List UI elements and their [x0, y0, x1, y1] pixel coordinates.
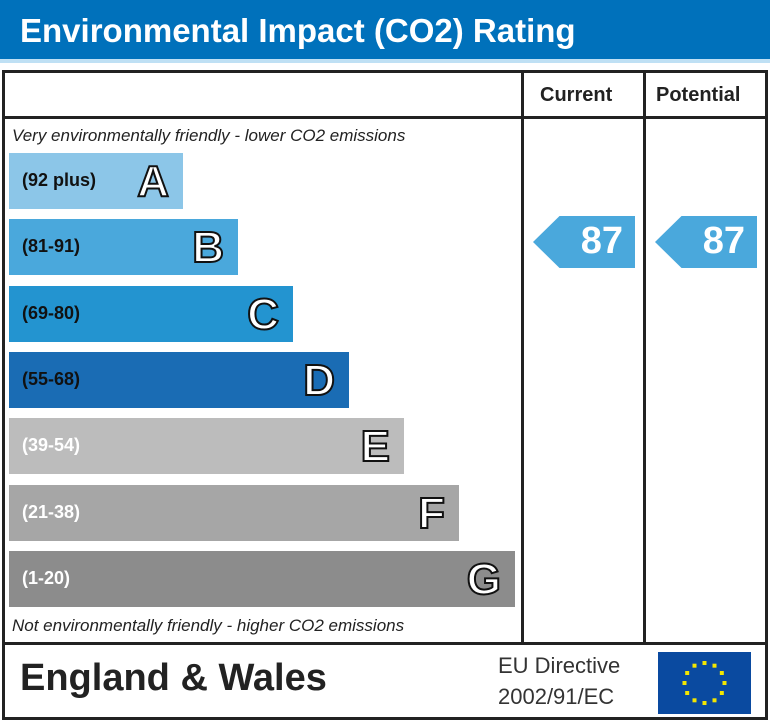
- star: [692, 698, 697, 703]
- band-range: (69-80): [22, 303, 81, 323]
- band-letter: E: [360, 421, 391, 472]
- column-current: Current: [540, 84, 613, 106]
- star: [719, 691, 724, 695]
- region: England & Wales: [20, 657, 327, 699]
- rating-table: [2, 70, 768, 720]
- band-G: (1-20) G: [9, 551, 515, 607]
- band-range: (55-68): [22, 369, 81, 389]
- band-letter: A: [136, 156, 170, 207]
- band-letter: C: [246, 289, 280, 340]
- band-range: (92 plus): [22, 170, 97, 190]
- title: Environmental Impact (CO2) Rating: [20, 12, 576, 49]
- star: [685, 671, 690, 675]
- band-F: (21-38) F: [9, 485, 459, 541]
- column-potential: Potential: [656, 84, 741, 106]
- band-A: (92 plus) A: [9, 153, 183, 209]
- divider: [521, 70, 524, 645]
- note-top: Very environmentally friendly - lower CO…: [12, 126, 406, 145]
- divider: [2, 642, 768, 645]
- directive: EU Directive: [498, 653, 621, 678]
- star: [712, 698, 717, 703]
- star: [719, 671, 724, 675]
- band-range: (21-38): [22, 502, 81, 522]
- current-rating-value: 87: [580, 220, 623, 262]
- band-letter: B: [191, 222, 225, 273]
- eu-flag-icon: [658, 652, 751, 714]
- header: Environmental Impact (CO2) Rating: [0, 0, 770, 63]
- star: [722, 681, 727, 685]
- band-B: (81-91) B: [9, 219, 238, 275]
- divider: [2, 116, 768, 119]
- star: [702, 661, 707, 665]
- band-C: (69-80) C: [9, 286, 293, 342]
- note-bottom: Not environmentally friendly - higher CO…: [12, 616, 405, 635]
- potential-rating-value: 87: [702, 220, 745, 262]
- star: [702, 701, 707, 705]
- star: [692, 663, 697, 668]
- potential-rating-arrow: 87: [655, 216, 757, 268]
- band-D: (55-68) D: [9, 352, 349, 408]
- band-range: (39-54): [22, 435, 81, 455]
- band-letter: D: [302, 355, 336, 406]
- band-letter: G: [466, 554, 502, 605]
- band-E: (39-54) E: [9, 418, 404, 474]
- band-range: (81-91): [22, 236, 81, 256]
- band-letter: F: [417, 488, 446, 539]
- star: [682, 681, 687, 685]
- star: [685, 691, 690, 695]
- directive-number: 2002/91/EC: [498, 684, 615, 709]
- star: [712, 663, 717, 668]
- band-range: (1-20): [22, 568, 71, 588]
- divider: [643, 70, 646, 645]
